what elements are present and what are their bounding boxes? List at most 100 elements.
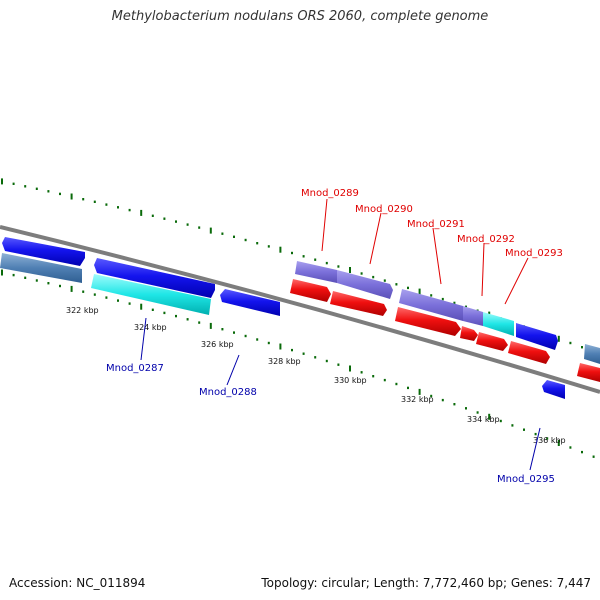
gene-arrow-red[interactable] — [290, 279, 331, 302]
gene-arrow-cyan[interactable] — [91, 274, 211, 315]
minor-tick — [35, 187, 38, 190]
inner-tick-ring — [1, 269, 595, 458]
gene-label[interactable]: Mnod_0289 — [301, 188, 359, 199]
minor-tick — [128, 208, 131, 212]
major-tick — [140, 209, 143, 216]
major-tick — [349, 267, 351, 273]
minor-tick — [291, 348, 293, 352]
scale-label: 336 kbp — [533, 436, 566, 445]
major-tick — [209, 227, 212, 234]
major-tick — [1, 178, 3, 185]
minor-tick — [581, 450, 583, 454]
minor-tick — [441, 297, 444, 301]
minor-tick — [395, 382, 398, 386]
gene-arrow-steelblue[interactable] — [584, 344, 600, 364]
minor-tick — [186, 318, 189, 321]
minor-tick — [360, 371, 363, 374]
scale-label: 330 kbp — [334, 376, 367, 385]
gene-arrow-red[interactable] — [460, 326, 478, 341]
minor-tick — [128, 302, 131, 305]
topology-text: Topology: circular; Length: 7,772,460 bp… — [261, 576, 591, 590]
minor-tick — [523, 428, 525, 431]
minor-tick — [175, 220, 177, 223]
minor-tick — [244, 334, 247, 338]
minor-tick — [24, 276, 27, 279]
scale-labels: 322 kbp 324 kbp 326 kbp 328 kbp 330 kbp … — [66, 306, 566, 445]
minor-tick — [117, 206, 119, 209]
minor-tick — [186, 223, 189, 226]
minor-tick — [430, 394, 433, 398]
minor-tick — [360, 272, 363, 275]
gene-arrow-blue[interactable] — [220, 289, 280, 316]
minor-tick — [314, 258, 317, 261]
minor-tick — [569, 341, 572, 345]
major-tick — [209, 322, 212, 329]
gene-label[interactable]: Mnod_0290 — [355, 204, 413, 215]
minor-tick — [175, 314, 177, 318]
gene-arrow-purple[interactable] — [399, 289, 466, 321]
major-tick — [488, 413, 491, 420]
minor-tick — [93, 200, 96, 203]
genome-backbone — [0, 225, 600, 394]
minor-tick — [117, 299, 119, 302]
major-tick — [349, 365, 351, 372]
gene-arrow-red[interactable] — [476, 332, 508, 351]
gene-arrow-red[interactable] — [577, 363, 600, 382]
minor-tick — [221, 328, 224, 331]
minor-tick — [291, 251, 293, 255]
gene-arrow-blue[interactable] — [2, 237, 85, 266]
minor-tick — [383, 378, 386, 382]
major-tick — [279, 246, 282, 253]
major-tick — [279, 343, 282, 350]
minor-tick — [59, 284, 61, 288]
minor-tick — [569, 446, 572, 449]
minor-tick — [546, 437, 549, 440]
minor-tick — [325, 359, 328, 363]
minor-tick — [592, 455, 595, 458]
gene-label[interactable]: Mnod_0292 — [457, 234, 515, 245]
minor-tick — [105, 203, 108, 206]
scale-label: 326 kbp — [201, 340, 234, 349]
gene-label[interactable]: Mnod_0291 — [407, 219, 465, 230]
gene-label[interactable]: Mnod_0287 — [106, 363, 164, 374]
minor-tick — [430, 294, 433, 297]
accession-text: Accession: NC_011894 — [9, 576, 146, 590]
major-tick — [557, 440, 560, 446]
major-tick — [70, 193, 73, 200]
gene-arrow-blue[interactable] — [542, 380, 565, 399]
minor-tick — [244, 238, 247, 242]
minor-tick — [198, 226, 201, 229]
minor-tick — [47, 282, 50, 285]
minor-tick — [47, 190, 50, 193]
minor-tick — [256, 338, 259, 341]
gene-arrow-cyan[interactable] — [483, 312, 514, 336]
gene-arrow-red[interactable] — [395, 307, 461, 336]
gene-label[interactable]: Mnod_0295 — [497, 474, 555, 485]
minor-tick — [93, 293, 96, 296]
minor-tick — [465, 407, 467, 410]
gene-arrow-purple[interactable] — [463, 306, 483, 326]
gene-arrow-red[interactable] — [508, 341, 550, 364]
major-tick — [1, 269, 3, 276]
gene-arrow-purple[interactable] — [337, 270, 393, 299]
gene-arrow-purple[interactable] — [295, 261, 337, 283]
gene-arrow-blue[interactable] — [94, 258, 215, 298]
minor-tick — [581, 346, 583, 349]
gene-arrow-red[interactable] — [330, 291, 387, 316]
gene-label[interactable]: Mnod_0293 — [505, 248, 563, 259]
minor-tick — [465, 305, 467, 308]
minor-tick — [337, 265, 340, 268]
gene-arrow-steelblue[interactable] — [0, 253, 82, 283]
minor-tick — [59, 192, 61, 196]
minor-tick — [383, 279, 386, 282]
gene-label[interactable]: Mnod_0288 — [199, 387, 257, 398]
major-tick — [418, 288, 421, 295]
minor-tick — [407, 286, 409, 290]
minor-tick — [233, 331, 235, 334]
minor-tick — [82, 290, 85, 293]
scale-label: 322 kbp — [66, 306, 99, 315]
minor-tick — [302, 255, 305, 258]
minor-tick — [163, 311, 166, 315]
gene-arrow-blue[interactable] — [516, 323, 558, 350]
scale-label: 332 kbp — [401, 395, 434, 404]
